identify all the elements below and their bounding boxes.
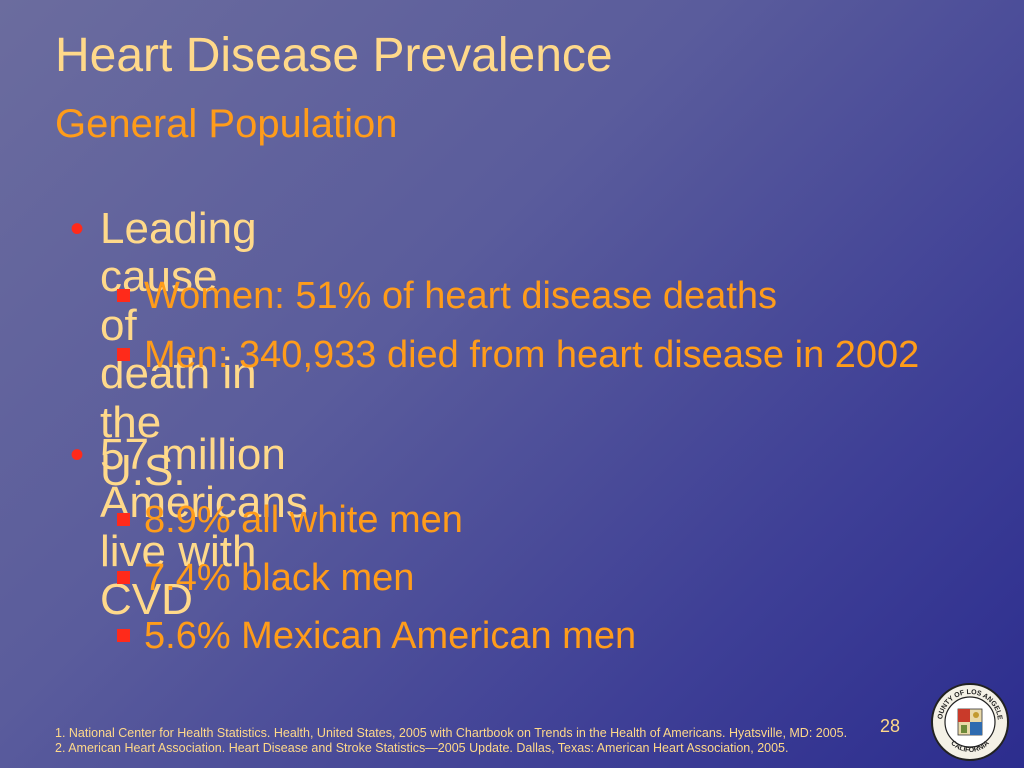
sub-bullet-text: 7.4% black men: [144, 557, 415, 599]
sub-bullet-item: 7.4% black men: [117, 555, 984, 601]
bullet-item: • 57 million Americans live with CVD: [70, 430, 308, 625]
square-bullet-icon: [117, 289, 130, 302]
footnote: 1. National Center for Health Statistics…: [55, 726, 848, 740]
square-bullet-icon: [117, 629, 130, 642]
slide-title: Heart Disease Prevalence: [55, 29, 613, 82]
county-seal-logo: COUNTY OF LOS ANGELES CALIFORNIA: [930, 682, 1009, 761]
square-bullet-icon: [117, 571, 130, 584]
bullet-dot-icon: •: [70, 433, 85, 477]
bullet-text: 57 million Americans live with CVD: [100, 430, 308, 625]
square-bullet-icon: [117, 513, 130, 526]
sub-bullet-item: 8.9% all white men: [117, 497, 984, 543]
bullet-dot-icon: •: [70, 207, 85, 251]
sub-bullet-item: Women: 51% of heart disease deaths: [117, 273, 984, 319]
sub-bullet-text: 5.6% Mexican American men: [144, 615, 637, 657]
slide-subtitle: General Population: [55, 102, 398, 146]
footnotes: 1. National Center for Health Statistics…: [55, 726, 847, 756]
page-number: 28: [880, 716, 901, 736]
sub-bullet-text: 8.9% all white men: [144, 499, 463, 541]
footnote: 2. American Heart Association. Heart Dis…: [55, 741, 789, 755]
sub-bullet-item: 5.6% Mexican American men: [117, 613, 984, 659]
sub-bullet-item: Men: 340,933 died from heart disease in …: [117, 332, 984, 378]
square-bullet-icon: [117, 348, 130, 361]
sub-bullet-text: Women: 51% of heart disease deaths: [144, 275, 778, 317]
sub-bullet-text: Men: 340,933 died from heart disease in …: [144, 334, 920, 376]
